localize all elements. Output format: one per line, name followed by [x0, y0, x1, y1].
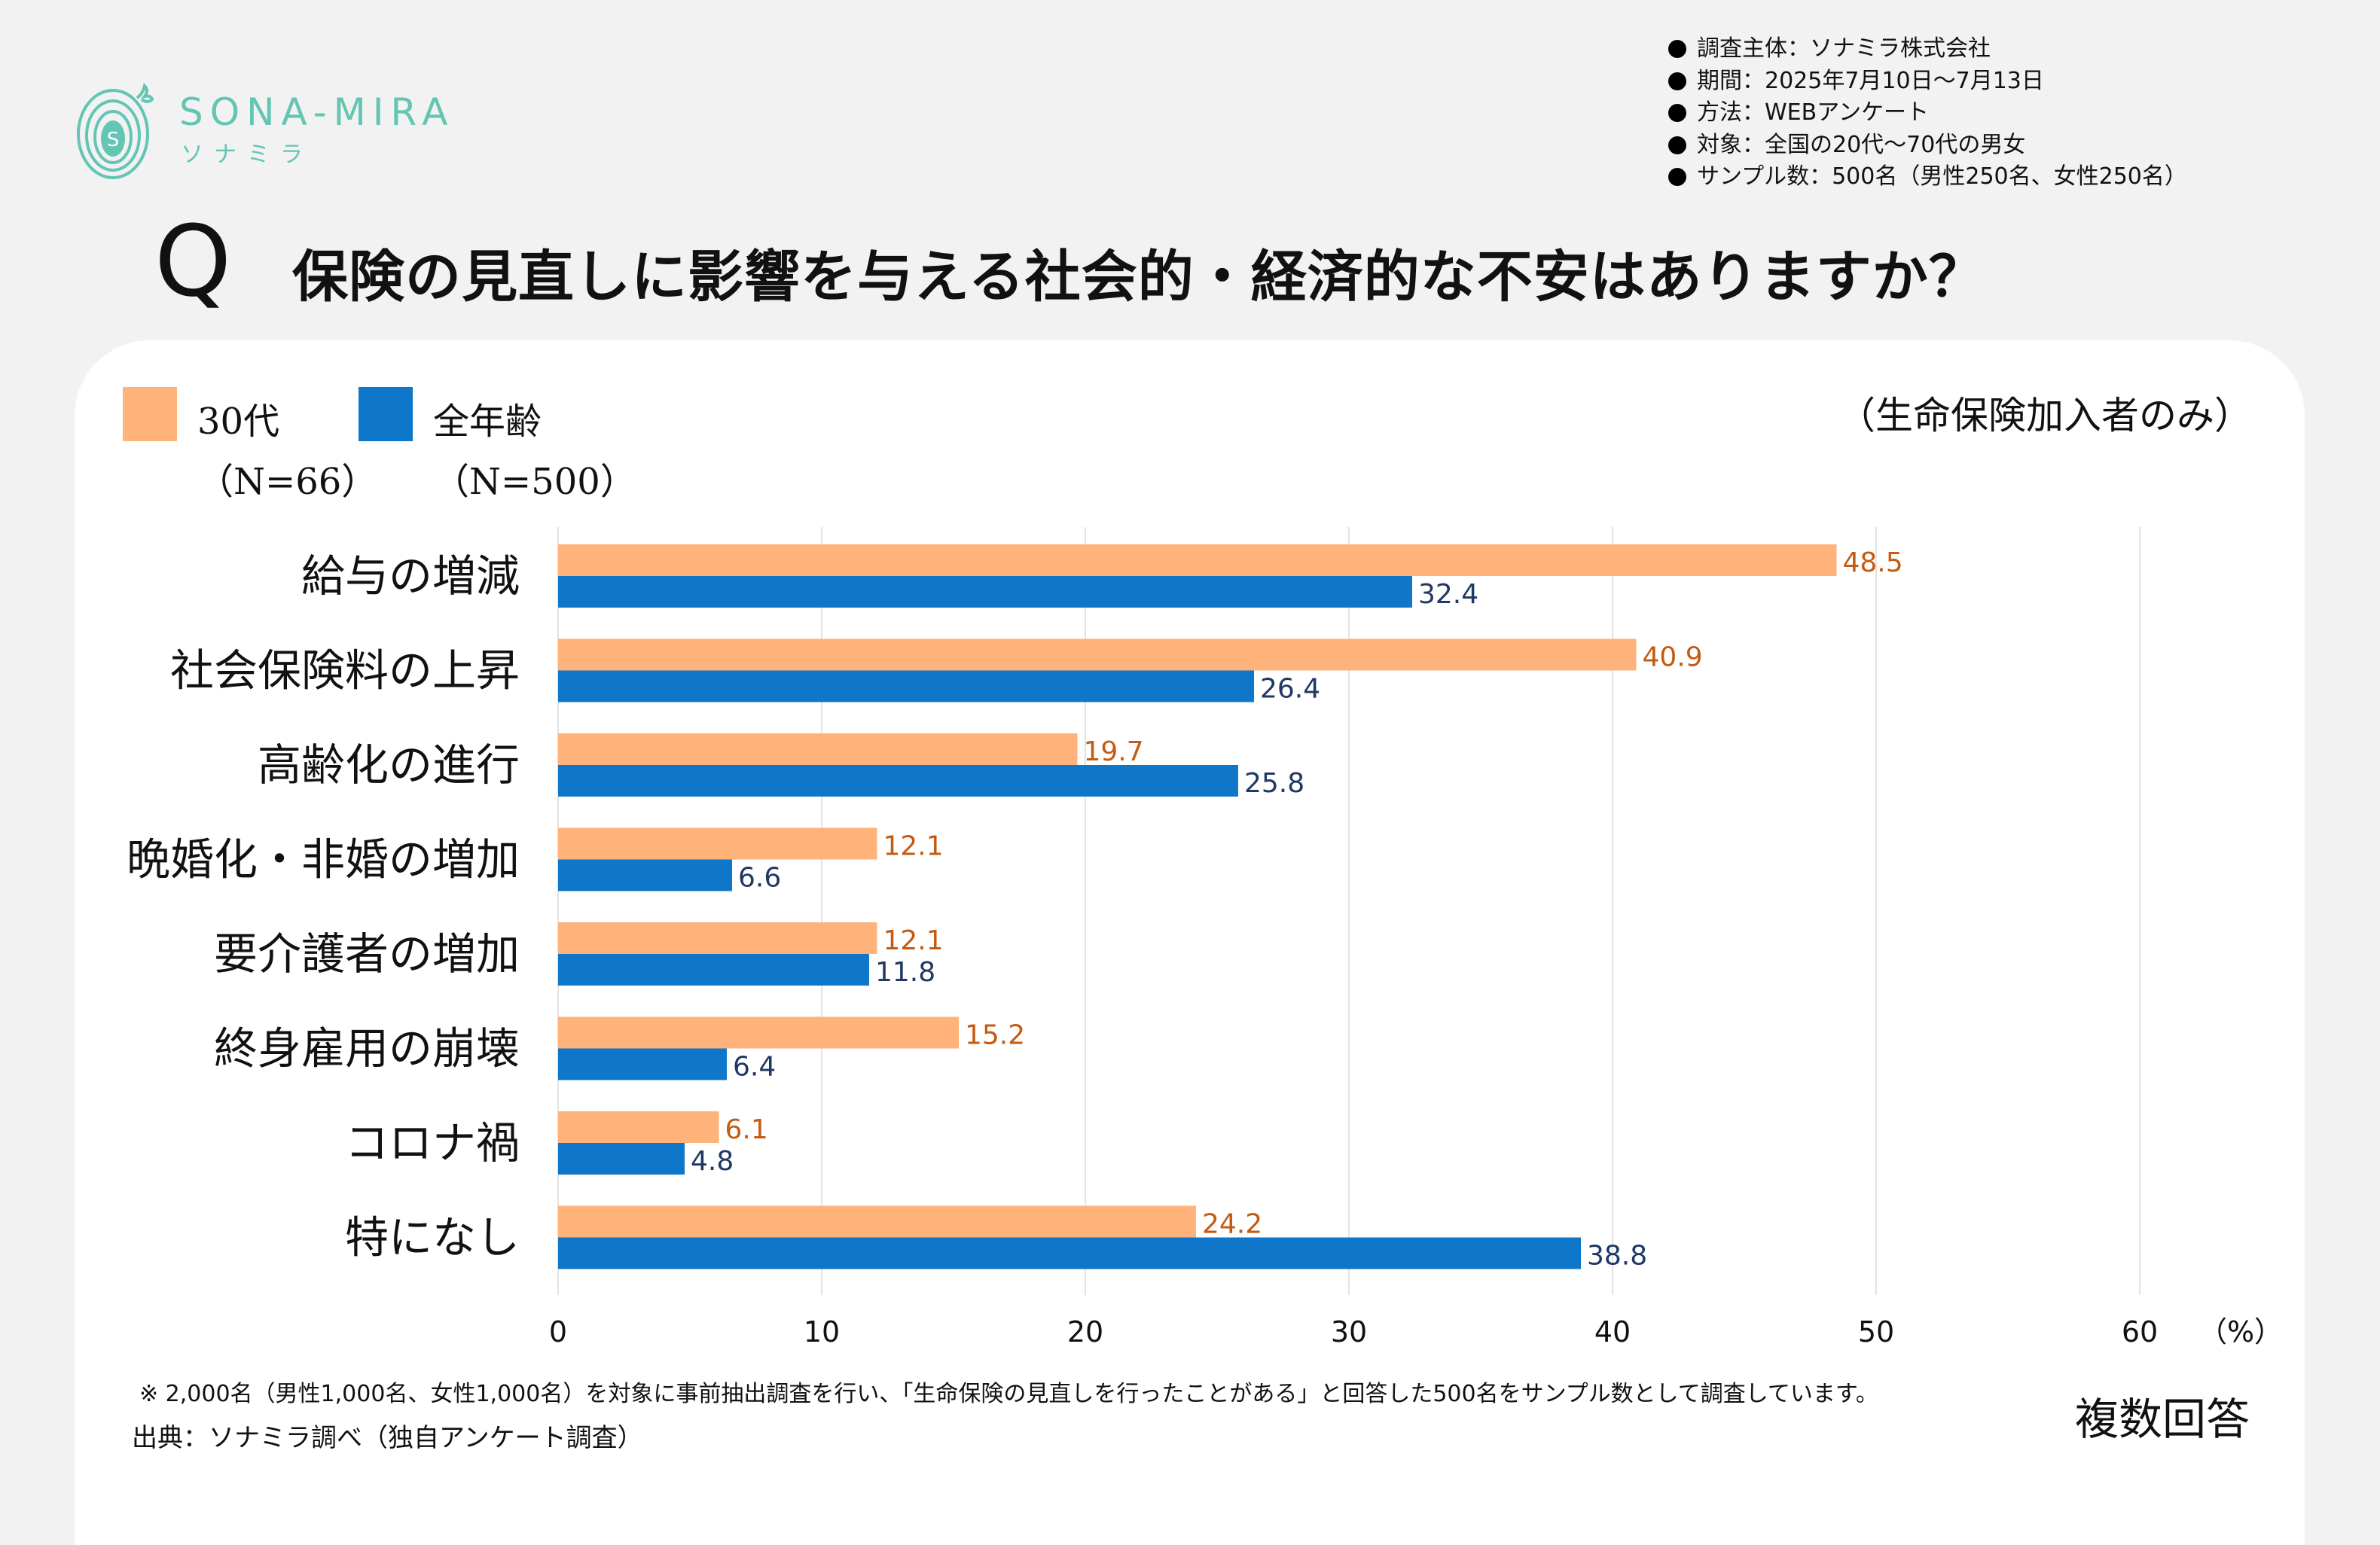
- chart-subtitle: （生命保険加入者のみ）: [1838, 394, 2252, 437]
- data-label: 32.4: [1418, 579, 1478, 610]
- survey-info-text: サンプル数：500名（男性250名、女性250名）: [1697, 163, 2187, 190]
- x-tick-label: 60: [2122, 1315, 2158, 1348]
- spiral-s-logo-icon: S: [77, 82, 154, 179]
- survey-info-item: 方法：WEBアンケート: [1668, 97, 2187, 130]
- data-label: 6.1: [725, 1114, 768, 1145]
- data-label: 12.1: [883, 831, 944, 862]
- category-label: コロナ禍: [345, 1117, 520, 1169]
- question-mark: Q: [154, 204, 232, 318]
- bar-all-ages: [558, 1048, 727, 1080]
- answer-type-label: 複数回答: [2075, 1394, 2250, 1445]
- survey-info-text: 対象：全国の20代～70代の男女: [1697, 131, 2026, 158]
- data-label: 26.4: [1260, 674, 1320, 705]
- bar-all-ages: [558, 670, 1254, 702]
- x-tick-label: 30: [1331, 1315, 1367, 1348]
- bar-all-ages: [558, 576, 1412, 608]
- legend-swatch-30s: [123, 387, 177, 441]
- bar-all-ages: [558, 1143, 685, 1175]
- data-label: 11.8: [875, 957, 935, 988]
- survey-info-item: 調査主体：ソナミラ株式会社: [1668, 33, 2187, 66]
- survey-info-text: 期間：2025年7月10日～7月13日: [1697, 67, 2044, 94]
- data-label: 25.8: [1244, 768, 1304, 799]
- bar-30s: [558, 1016, 959, 1049]
- bar-30s: [558, 638, 1637, 671]
- bar-all-ages: [558, 765, 1238, 797]
- page-title: 保険の見直しに影響を与える社会的・経済的な不安はありますか？: [292, 245, 1985, 309]
- bar-all-ages: [558, 954, 869, 986]
- bar-30s: [558, 1111, 719, 1143]
- bar-chart: 給与の増減 48.5 32.4 社会保険料の上昇 40.9 26.4 高齢化の進行 19.7 2…: [127, 527, 2283, 1348]
- bullet-icon: [1668, 40, 1686, 59]
- legend-n-all-ages: （N=500）: [433, 461, 636, 503]
- data-label: 12.1: [883, 925, 944, 956]
- survey-info-text: 調査主体：ソナミラ株式会社: [1697, 35, 1991, 62]
- x-tick-label: 50: [1858, 1315, 1894, 1348]
- x-tick-label: 10: [804, 1315, 840, 1348]
- data-label: 24.2: [1202, 1209, 1262, 1240]
- x-tick-label: 0: [549, 1315, 567, 1348]
- bar-30s: [558, 827, 877, 860]
- data-label: 6.6: [738, 863, 781, 894]
- source-note: 出典：ソナミラ調べ（独自アンケート調査）: [132, 1423, 643, 1453]
- data-label: 48.5: [1843, 547, 1903, 578]
- legend-swatch-all-ages: [359, 387, 413, 441]
- data-label: 40.9: [1643, 642, 1703, 673]
- category-label: 特になし: [345, 1212, 520, 1263]
- x-tick-label: 40: [1594, 1315, 1631, 1348]
- legend-label-30s: 30代: [197, 401, 280, 443]
- category-label: 終身雇用の崩壊: [214, 1023, 520, 1074]
- bullet-icon: [1668, 136, 1686, 154]
- data-label: 6.4: [733, 1052, 776, 1083]
- survey-info-item: 期間：2025年7月10日～7月13日: [1668, 66, 2187, 98]
- bullet-icon: [1668, 72, 1686, 90]
- bar-all-ages: [558, 859, 732, 891]
- survey-info-list: 調査主体：ソナミラ株式会社 期間：2025年7月10日～7月13日 方法：WEB…: [1668, 33, 2187, 194]
- category-label: 晩婚化・非婚の増加: [127, 834, 520, 885]
- category-label: 高齢化の進行: [258, 739, 520, 791]
- brand-kana: ソナミラ: [181, 142, 313, 168]
- survey-info-text: 方法：WEBアンケート: [1697, 99, 1929, 126]
- data-label: 15.2: [965, 1020, 1025, 1051]
- unit-label: （%）: [2198, 1315, 2283, 1348]
- category-label: 社会保険料の上昇: [170, 645, 520, 696]
- brand-name: SONA-MIRA: [179, 90, 455, 134]
- data-label: 4.8: [691, 1146, 734, 1177]
- bar-30s: [558, 544, 1837, 576]
- bar-30s: [558, 922, 877, 954]
- footnote: ※ 2,000名（男性1,000名、女性1,000名）を対象に事前抽出調査を行い…: [139, 1381, 1878, 1407]
- data-label: 38.8: [1587, 1241, 1647, 1272]
- bar-30s: [558, 733, 1078, 765]
- legend-label-all-ages: 全年齢: [433, 401, 542, 443]
- chart-panel: [75, 340, 2305, 1545]
- category-label: 要介護者の増加: [214, 928, 520, 980]
- bullet-icon: [1668, 104, 1686, 123]
- x-tick-label: 20: [1067, 1315, 1103, 1348]
- category-label: 給与の増減: [301, 550, 520, 602]
- legend-n-30s: （N=66）: [197, 461, 378, 503]
- bullet-icon: [1668, 168, 1686, 187]
- data-label: 19.7: [1084, 736, 1144, 767]
- bar-all-ages: [558, 1237, 1581, 1269]
- survey-info-item: サンプル数：500名（男性250名、女性250名）: [1668, 161, 2187, 194]
- survey-info-item: 対象：全国の20代～70代の男女: [1668, 130, 2187, 162]
- bar-30s: [558, 1205, 1196, 1238]
- svg-text:S: S: [107, 129, 120, 151]
